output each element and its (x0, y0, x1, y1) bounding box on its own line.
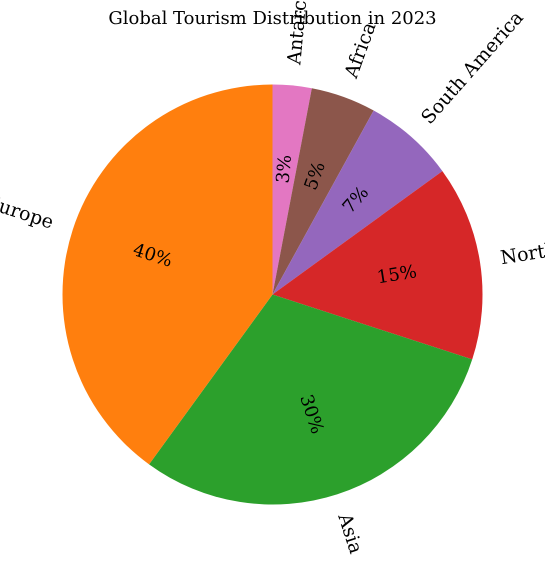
slices-layer (62, 85, 482, 505)
slice-category-label: Antarctica (283, 0, 314, 67)
slice-category-label: North America (499, 225, 545, 269)
slice-percent-label: 3% (273, 154, 297, 184)
chart-title: Global Tourism Distribution in 2023 (108, 8, 436, 29)
slice-category-label: Europe (0, 191, 56, 234)
slice-category-label: Asia (333, 510, 367, 557)
